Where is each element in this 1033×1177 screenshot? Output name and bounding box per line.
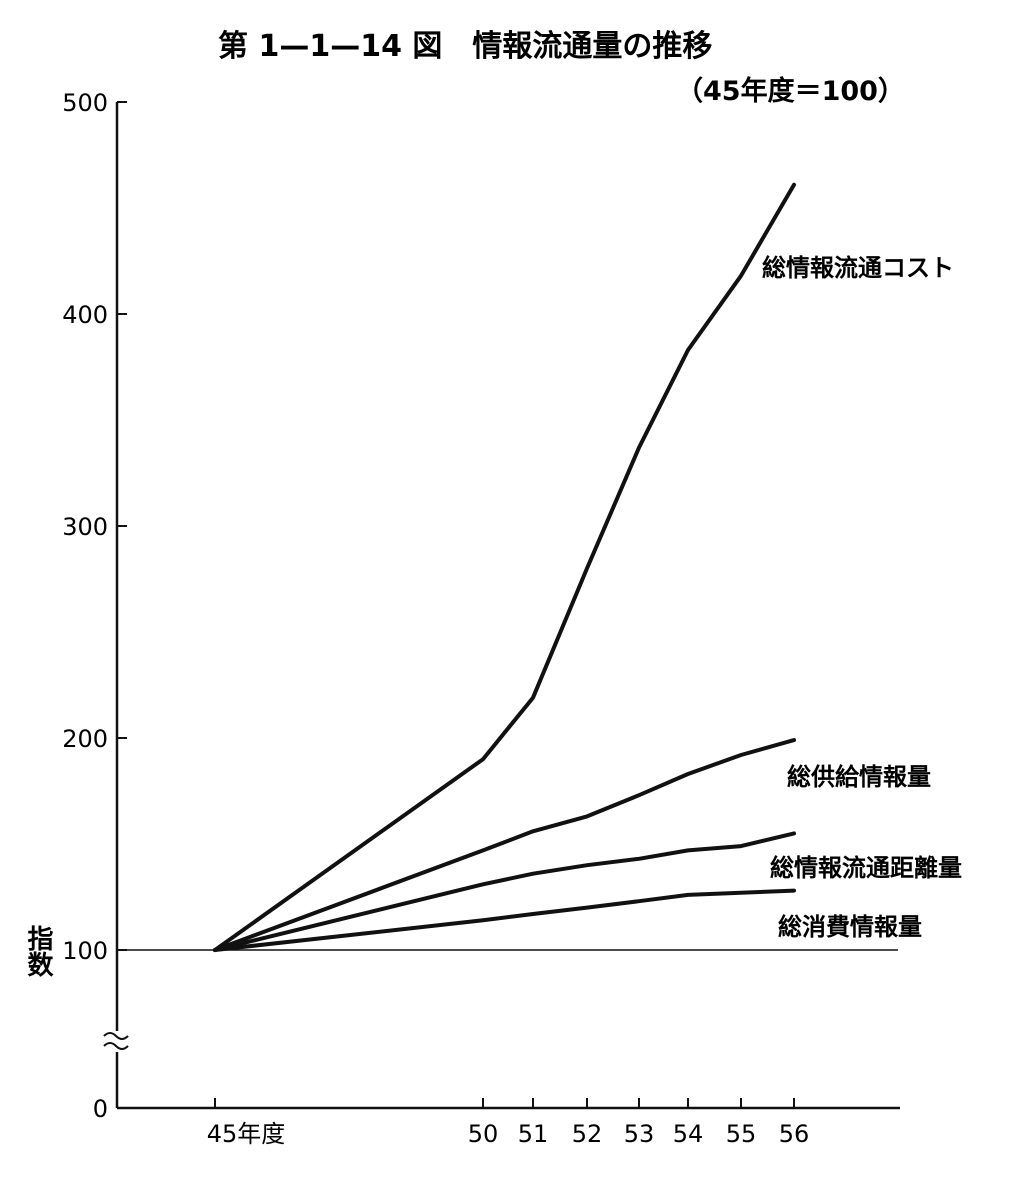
x-tick-label: 50: [468, 1120, 499, 1148]
series-line-2: [213, 738, 796, 952]
y-tick-label: 0: [93, 1095, 108, 1123]
series-label-2: 総供給情報量: [787, 763, 931, 791]
series-line-3: [213, 831, 796, 952]
x-tick-label: 53: [624, 1120, 655, 1148]
y-axis-label: 指数: [23, 925, 53, 978]
axis-break-mark: [103, 1032, 129, 1050]
x-tick-label: 51: [518, 1120, 549, 1148]
y-tick-label: 200: [62, 725, 108, 753]
axes: [103, 102, 900, 1110]
series-label-4: 総消費情報量: [778, 913, 922, 941]
series-line-4: [213, 888, 796, 952]
series-lines: [213, 182, 796, 952]
x-tick-label: 54: [673, 1120, 704, 1148]
y-tick-label: 100: [62, 937, 108, 965]
chart-subtitle: （45年度＝100）: [676, 75, 905, 107]
x-ticks: 45年度 50 51 52 53 54 55 56: [207, 1098, 810, 1148]
x-tick-label: 45年度: [207, 1120, 286, 1148]
series-line-1: [213, 182, 796, 952]
chart-title: 第 1—1—14 図 情報流通量の推移: [218, 29, 712, 64]
y-tick-label: 500: [62, 89, 108, 117]
series-label-3: 総情報流通距離量: [770, 854, 962, 882]
y-tick-label: 400: [62, 301, 108, 329]
series-label-1: 総情報流通コスト: [762, 254, 954, 282]
x-tick-label: 55: [726, 1120, 757, 1148]
y-ticks: 0 100 200 300 400 500: [62, 89, 127, 1123]
y-tick-label: 300: [62, 513, 108, 541]
x-tick-label: 56: [779, 1120, 810, 1148]
x-tick-label: 52: [572, 1120, 603, 1148]
